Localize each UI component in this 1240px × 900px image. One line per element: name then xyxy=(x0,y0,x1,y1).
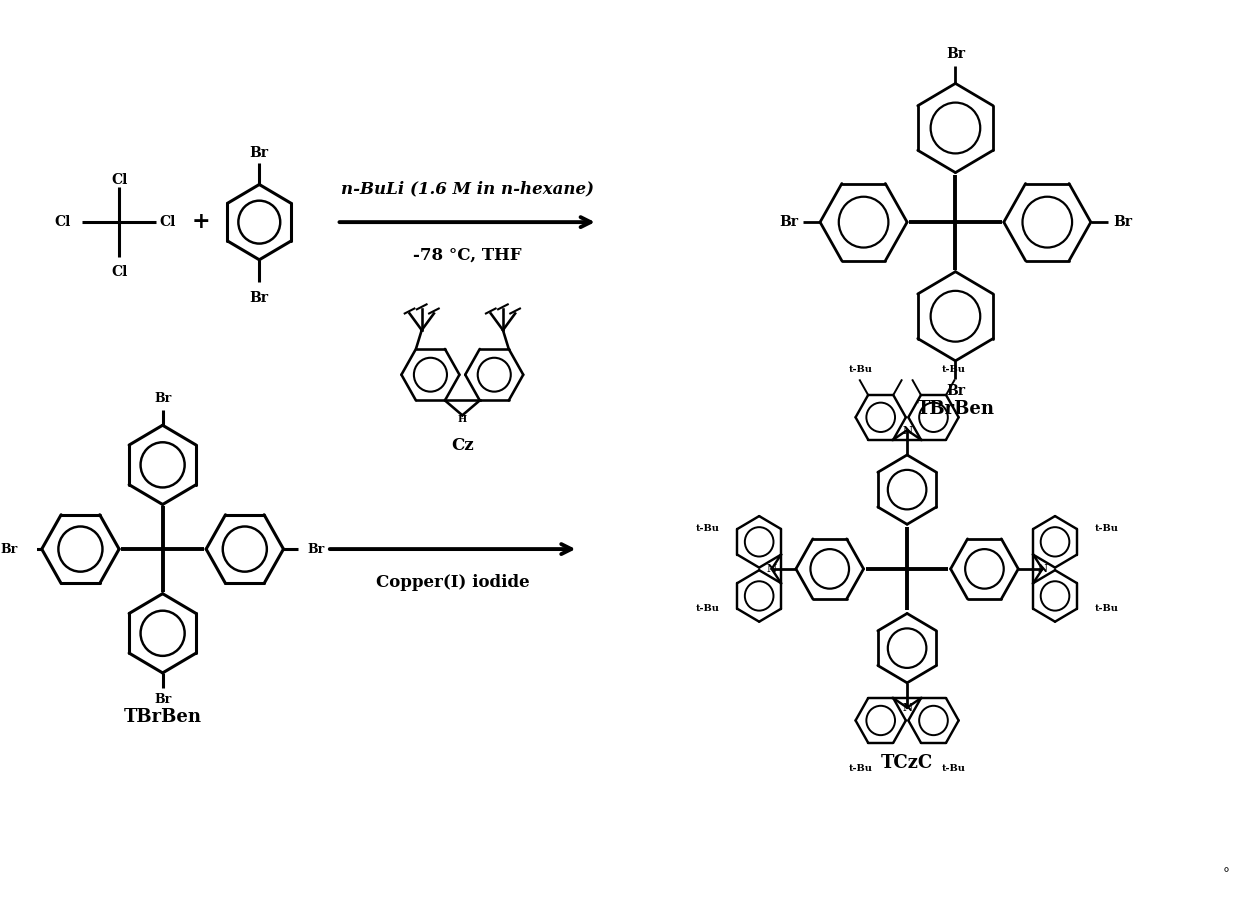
Text: +: + xyxy=(192,212,211,233)
Text: Br: Br xyxy=(249,146,269,160)
Text: N: N xyxy=(901,425,913,436)
Text: Br: Br xyxy=(946,47,965,60)
Text: Cl: Cl xyxy=(110,173,128,186)
Text: Br: Br xyxy=(779,215,797,230)
Text: Br: Br xyxy=(154,392,171,405)
Text: Cl: Cl xyxy=(110,265,128,279)
Text: TCzC: TCzC xyxy=(880,754,934,772)
Text: t-Bu: t-Bu xyxy=(848,764,873,773)
Text: N: N xyxy=(766,563,776,574)
Text: t-Bu: t-Bu xyxy=(1095,525,1118,534)
Text: Br: Br xyxy=(154,693,171,706)
Text: Cl: Cl xyxy=(159,215,176,230)
Text: N: N xyxy=(901,702,913,713)
Text: t-Bu: t-Bu xyxy=(696,604,719,613)
Text: Br: Br xyxy=(1114,215,1132,230)
Text: H: H xyxy=(458,415,467,424)
Text: Br: Br xyxy=(0,543,17,555)
Text: t-Bu: t-Bu xyxy=(941,764,966,773)
Text: t-Bu: t-Bu xyxy=(696,525,719,534)
Text: t-Bu: t-Bu xyxy=(848,364,873,373)
Text: -78 °C, THF: -78 °C, THF xyxy=(413,247,522,264)
Text: N: N xyxy=(1038,563,1048,574)
Text: TBrBen: TBrBen xyxy=(124,707,202,725)
Text: Cl: Cl xyxy=(53,215,71,230)
Text: Br: Br xyxy=(946,383,965,398)
Text: °: ° xyxy=(1223,867,1230,881)
Text: n-BuLi (1.6 M in n-hexane): n-BuLi (1.6 M in n-hexane) xyxy=(341,180,594,197)
Text: Copper(I) iodide: Copper(I) iodide xyxy=(376,574,529,590)
Text: Br: Br xyxy=(249,292,269,305)
Text: t-Bu: t-Bu xyxy=(941,364,966,373)
Text: t-Bu: t-Bu xyxy=(1095,604,1118,613)
Text: Cz: Cz xyxy=(451,436,474,454)
Text: TBrBen: TBrBen xyxy=(916,400,994,418)
Text: Br: Br xyxy=(308,543,325,555)
